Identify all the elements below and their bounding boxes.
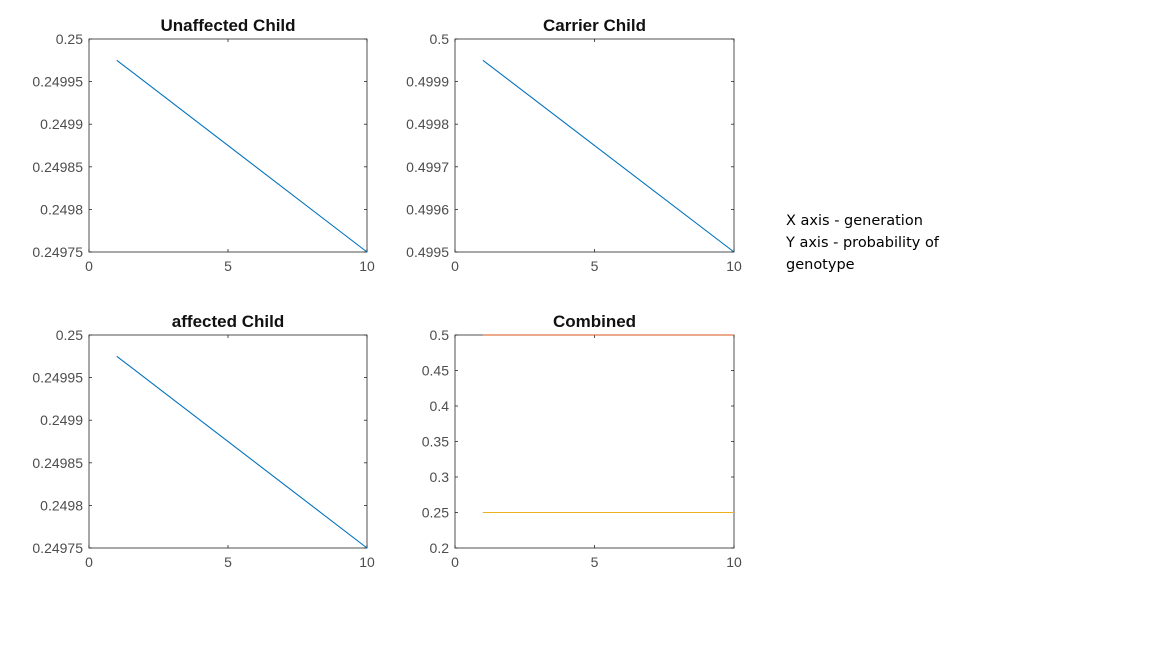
y-tick-label: 0.2499	[40, 412, 83, 428]
y-tick-label: 0.25	[422, 505, 449, 521]
y-tick-label: 0.4	[430, 398, 450, 414]
x-tick-label: 10	[359, 554, 375, 570]
axes-box	[454, 334, 735, 549]
y-tick-label: 0.24995	[32, 370, 83, 386]
x-tick-label: 5	[591, 554, 599, 570]
x-tick-label: 10	[359, 258, 375, 274]
y-tick-label: 0.24985	[32, 455, 83, 471]
x-tick-label: 0	[85, 258, 93, 274]
y-tick-label: 0.24985	[32, 159, 83, 175]
y-tick-label: 0.24995	[32, 74, 83, 90]
y-tick-label: 0.24975	[32, 244, 83, 260]
y-tick-label: 0.5	[430, 327, 450, 343]
x-tick-label: 5	[224, 258, 232, 274]
y-tick-label: 0.4995	[406, 244, 449, 260]
x-tick-label: 10	[726, 554, 742, 570]
y-tick-label: 0.2498	[40, 497, 83, 513]
y-tick-label: 0.2498	[40, 201, 83, 217]
chart-title: Carrier Child	[543, 16, 646, 35]
x-tick-label: 10	[726, 258, 742, 274]
y-tick-label: 0.24975	[32, 540, 83, 556]
note-line-genotype: genotype	[786, 257, 855, 273]
subplot-3: affected Child 0 5 10 0.25 0.24995 0.2499 0.249…	[32, 312, 375, 570]
x-tick-label: 0	[451, 554, 459, 570]
y-tick-label: 0.4997	[406, 159, 449, 175]
subplot-2: Carrier Child 0 5 10 0.5 0.4999 0.4998 0.4997 0.…	[406, 16, 742, 274]
y-tick-label: 0.2499	[40, 116, 83, 132]
series-line-1	[116, 355, 368, 549]
chart-title: affected Child	[172, 312, 284, 331]
x-tick-label: 0	[85, 554, 93, 570]
y-tick-label: 0.45	[422, 363, 449, 379]
note-line-x-axis: X axis - generation	[786, 213, 923, 229]
y-tick-label: 0.4996	[406, 201, 449, 217]
y-tick-label: 0.4998	[406, 116, 449, 132]
x-tick-label: 5	[591, 258, 599, 274]
subplot-1: Unaffected Child 0 5 10 0.25 0.24995 0.2499 0.2…	[32, 16, 375, 274]
x-tick-label: 0	[451, 258, 459, 274]
y-tick-label: 0.35	[422, 434, 449, 450]
y-tick-label: 0.25	[56, 327, 83, 343]
chart-title: Combined	[553, 312, 636, 331]
series-line-1	[116, 59, 368, 253]
y-tick-label: 0.25	[56, 31, 83, 47]
chart-title: Unaffected Child	[160, 16, 295, 35]
y-tick-label: 0.5	[430, 31, 450, 47]
x-tick-label: 5	[224, 554, 232, 570]
axis-note: X axis - generation Y axis - probability…	[786, 210, 986, 276]
note-line-y-axis: Y axis - probability of	[786, 235, 939, 251]
y-tick-label: 0.2	[430, 540, 450, 556]
y-tick-label: 0.4999	[406, 74, 449, 90]
series-line-1	[482, 59, 735, 253]
subplot-4: Combined 0 5 10 0.5 0.45 0.4 0.35 0.3 0.25 0.2	[422, 312, 742, 570]
y-tick-label: 0.3	[430, 469, 450, 485]
